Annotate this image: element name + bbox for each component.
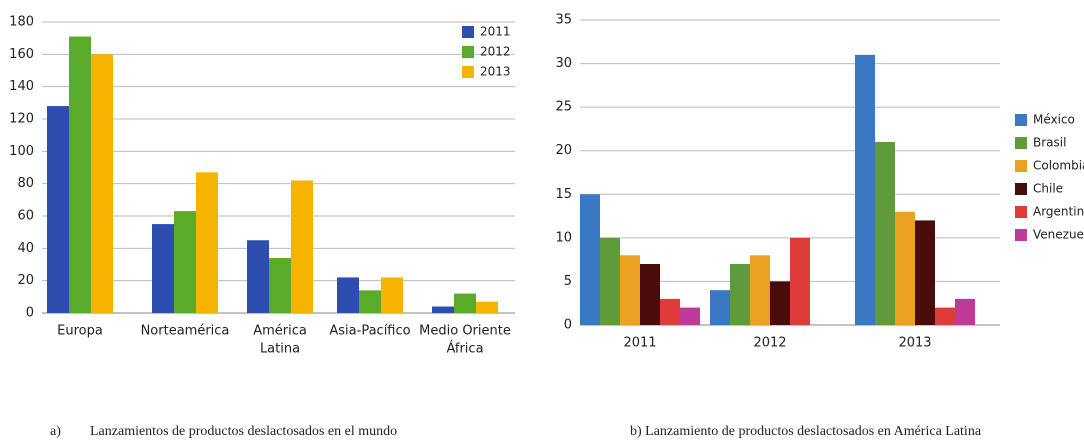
bar <box>915 220 935 325</box>
legend-swatch <box>1015 160 1027 172</box>
x-tick-label: Europa <box>57 324 103 339</box>
bar <box>247 240 269 313</box>
bar <box>47 106 69 313</box>
y-tick-label: 80 <box>17 176 34 191</box>
y-tick-label: 25 <box>555 100 572 115</box>
y-tick-label: 140 <box>9 79 34 94</box>
legend-label: 2011 <box>480 25 511 39</box>
x-tick-label: África <box>446 341 483 357</box>
legend-label: 2013 <box>480 65 511 79</box>
bar <box>454 293 476 313</box>
legend-label: Argentina <box>1033 205 1084 219</box>
bar <box>69 36 91 314</box>
bar <box>855 54 875 325</box>
y-tick-label: 35 <box>555 13 572 28</box>
x-tick-label: 2013 <box>898 336 931 351</box>
bar <box>580 194 600 325</box>
bar <box>660 298 680 325</box>
y-tick-label: 60 <box>17 209 34 224</box>
bar <box>91 54 113 313</box>
legend-swatch <box>1015 183 1027 195</box>
y-tick-label: 30 <box>555 56 572 71</box>
bar <box>152 224 174 313</box>
legend-label: Venezuela <box>1033 228 1084 242</box>
y-tick-label: 5 <box>564 274 572 289</box>
x-tick-label: Norteamérica <box>141 324 230 339</box>
bar <box>710 290 730 325</box>
bar <box>291 180 313 313</box>
x-tick-label: Latina <box>260 342 300 357</box>
y-tick-label: 40 <box>17 241 34 256</box>
bar <box>730 264 750 325</box>
caption-label: a) <box>50 424 61 439</box>
caption: b) Lanzamiento de productos deslactosado… <box>630 424 982 439</box>
legend-swatch <box>1015 114 1027 126</box>
bar <box>269 258 291 313</box>
caption: Lanzamientos de productos deslactosados … <box>90 424 397 439</box>
legend-swatch <box>1015 229 1027 241</box>
y-tick-label: 10 <box>555 230 572 245</box>
y-tick-label: 20 <box>555 143 572 158</box>
bar <box>640 264 660 325</box>
bar <box>680 307 700 325</box>
legend-label: México <box>1033 113 1075 127</box>
y-tick-label: 20 <box>17 273 34 288</box>
y-tick-label: 0 <box>26 306 34 321</box>
x-tick-label: 2011 <box>623 336 656 351</box>
legend-swatch <box>1015 206 1027 218</box>
bar <box>935 307 955 325</box>
bar <box>770 281 790 325</box>
bar <box>620 255 640 325</box>
x-tick-label: América <box>253 324 307 339</box>
bar <box>381 277 403 313</box>
y-tick-label: 100 <box>9 144 34 159</box>
y-tick-label: 120 <box>9 112 34 127</box>
legend-swatch <box>1015 137 1027 149</box>
legend-swatch <box>462 46 474 58</box>
bar <box>476 301 498 313</box>
legend-label: Colombia <box>1033 159 1084 173</box>
legend-label: 2012 <box>480 45 511 59</box>
bar <box>196 172 218 313</box>
x-tick-label: Medio Oriente <box>419 324 511 339</box>
bar <box>432 306 454 313</box>
bar <box>337 277 359 313</box>
x-tick-label: 2012 <box>753 336 786 351</box>
legend-swatch <box>462 26 474 38</box>
y-tick-label: 160 <box>9 47 34 62</box>
legend-swatch <box>462 66 474 78</box>
y-tick-label: 180 <box>9 15 34 30</box>
bar <box>359 290 381 313</box>
bar <box>875 142 895 325</box>
legend-label: Chile <box>1033 182 1063 196</box>
bar <box>955 298 975 325</box>
bar <box>895 211 915 325</box>
x-tick-label: Asia-Pacífico <box>329 324 410 339</box>
bar <box>600 237 620 325</box>
y-tick-label: 15 <box>555 187 572 202</box>
bar <box>790 237 810 325</box>
legend-label: Brasil <box>1033 136 1066 150</box>
bar <box>750 255 770 325</box>
y-tick-label: 0 <box>564 318 572 333</box>
bar <box>174 211 196 313</box>
